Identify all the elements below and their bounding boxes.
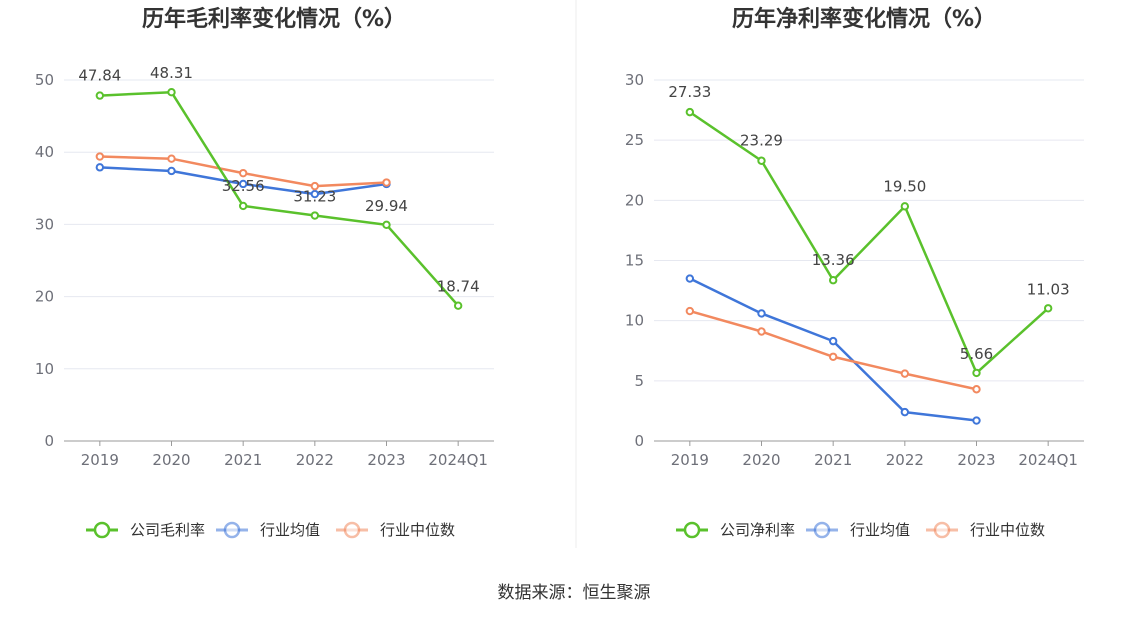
legend-item: 行业中位数 [336, 521, 455, 539]
data-point [238, 201, 248, 211]
data-point [900, 407, 910, 417]
data-label: 47.84 [78, 67, 121, 85]
data-label: 31.23 [293, 188, 336, 206]
gross-margin-chart: 历年毛利率变化情况（%） 0 10 20 30 40 50 2019 2020 2021 2022… [35, 6, 494, 539]
data-point [828, 352, 838, 361]
chart-title: 历年净利率变化情况（%） [732, 6, 996, 32]
data-point [972, 416, 981, 425]
x-tick-label: 2023 [957, 451, 995, 469]
legend-label: 公司净利率 [720, 521, 795, 539]
legend-item: 公司毛利率 [86, 521, 205, 539]
x-tick-label: 2022 [886, 451, 924, 469]
data-point [900, 202, 910, 211]
y-tick-label: 50 [35, 71, 54, 89]
legend-label: 行业中位数 [970, 521, 1045, 539]
y-tick-label: 20 [625, 191, 644, 209]
data-point [238, 168, 248, 178]
x-tick-label: 2019 [81, 451, 119, 469]
data-point [685, 274, 695, 283]
data-point [757, 156, 766, 165]
data-point [453, 301, 463, 310]
x-tick-label: 2023 [367, 451, 405, 469]
data-point [685, 107, 695, 117]
series-line [99, 90, 460, 307]
series-line [689, 277, 977, 422]
y-tick-label: 10 [625, 312, 644, 330]
legend-item: 行业均值 [216, 521, 320, 539]
data-point [238, 179, 248, 189]
source-note: 数据来源：恒生聚源 [498, 583, 651, 603]
data-point [828, 336, 838, 346]
legend-swatch-marker [933, 521, 951, 539]
x-tick-label: 2019 [671, 451, 709, 469]
data-point [757, 327, 766, 336]
y-tick-label: 30 [625, 71, 644, 89]
y-tick-label: 0 [634, 432, 644, 450]
net-margin-chart: 历年净利率变化情况（%） 0 5 10 15 20 25 30 2019 2020 2021 202… [625, 6, 1084, 539]
legend-swatch-marker [683, 521, 701, 539]
data-point [828, 276, 838, 285]
legend-label: 行业均值 [260, 521, 320, 539]
data-point [757, 309, 766, 318]
data-point [310, 189, 320, 199]
legend-label: 行业均值 [850, 521, 910, 539]
y-tick-label: 5 [634, 372, 644, 390]
y-tick-label: 30 [35, 215, 54, 233]
data-point [685, 306, 695, 316]
data-point [167, 88, 176, 97]
data-label: 18.74 [437, 278, 480, 296]
legend-label: 公司毛利率 [130, 521, 205, 539]
data-point [900, 369, 910, 378]
y-tick-label: 20 [35, 288, 54, 306]
data-label: 23.29 [740, 132, 783, 150]
data-point [310, 181, 320, 191]
x-tick-label: 2021 [814, 451, 852, 469]
x-tick-label: 2024Q1 [1018, 451, 1078, 469]
data-label: 11.03 [1027, 280, 1070, 298]
series-line [689, 111, 1050, 375]
legend-label: 行业中位数 [380, 521, 455, 539]
data-point [95, 163, 105, 172]
data-point [95, 152, 105, 161]
data-point [382, 178, 391, 187]
data-point [972, 368, 981, 378]
x-tick-label: 2024Q1 [428, 451, 488, 469]
series-line [689, 309, 977, 391]
data-label: 29.94 [365, 197, 408, 215]
x-tick-label: 2020 [742, 451, 780, 469]
x-tick-label: 2021 [224, 451, 262, 469]
y-tick-label: 10 [35, 360, 54, 378]
data-label: 13.36 [812, 251, 855, 269]
data-label: 32.56 [222, 177, 265, 195]
data-label: 48.31 [150, 64, 193, 82]
y-tick-label: 15 [625, 252, 644, 270]
data-point [167, 166, 176, 176]
data-label: 19.50 [883, 177, 926, 195]
legend-swatch-marker [813, 521, 831, 539]
legend-item: 行业中位数 [926, 521, 1045, 539]
y-tick-label: 0 [44, 432, 54, 450]
legend-swatch-marker [223, 521, 241, 539]
data-point [972, 385, 981, 394]
data-label: 27.33 [668, 83, 711, 101]
legend-item: 公司净利率 [676, 521, 795, 539]
x-tick-label: 2022 [296, 451, 334, 469]
data-label: 5.66 [960, 345, 993, 363]
y-tick-label: 25 [625, 131, 644, 149]
x-tick-label: 2020 [152, 451, 190, 469]
data-point [382, 220, 391, 230]
legend-swatch-marker [343, 521, 361, 539]
y-tick-label: 40 [35, 143, 54, 161]
legend-item: 行业均值 [806, 521, 910, 539]
chart-title: 历年毛利率变化情况（%） [142, 6, 406, 32]
data-point [95, 91, 105, 100]
data-point [1043, 304, 1053, 313]
data-point [310, 211, 320, 220]
legend-swatch-marker [93, 521, 111, 539]
data-point [167, 154, 176, 163]
